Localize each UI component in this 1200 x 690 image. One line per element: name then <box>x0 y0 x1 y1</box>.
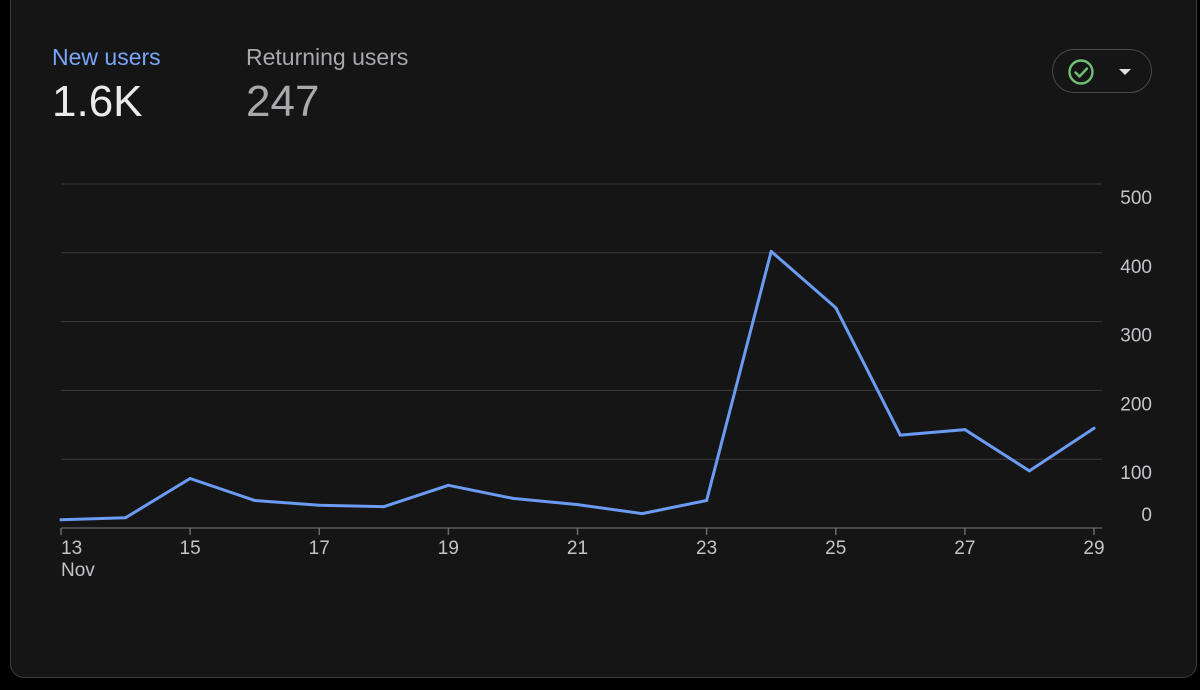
data-point <box>446 483 450 487</box>
data-point <box>59 518 63 522</box>
data-point <box>124 516 128 520</box>
y-tick-label: 200 <box>1120 394 1152 415</box>
series-layer <box>59 249 1096 522</box>
tab-returning-users[interactable]: Returning users 247 <box>246 42 408 128</box>
tab-new-users-value: 1.6K <box>52 77 143 126</box>
x-tick-label: 25 <box>825 538 846 559</box>
data-point <box>1027 469 1031 473</box>
data-point <box>188 476 192 480</box>
data-point <box>511 496 515 500</box>
x-tick-label: 21 <box>567 538 588 559</box>
x-tick-label: 19 <box>438 538 459 559</box>
gridlines <box>61 183 1102 529</box>
data-point <box>834 306 838 310</box>
x-tick-label: 17 <box>309 538 330 559</box>
data-point <box>317 503 321 507</box>
x-tick-label: 13 <box>61 538 82 559</box>
x-month-label: Nov <box>61 560 95 581</box>
series-line-new-users <box>59 249 1096 522</box>
tab-returning-users-label: Returning users <box>246 44 409 70</box>
data-point <box>576 503 579 507</box>
data-point <box>253 498 257 502</box>
check-circle-icon <box>1068 59 1094 85</box>
y-tick-label: 500 <box>1120 188 1152 209</box>
data-point <box>898 433 902 437</box>
x-tick-label: 29 <box>1083 538 1104 559</box>
comparison-dropdown-button[interactable] <box>1052 49 1152 93</box>
data-point <box>382 505 386 509</box>
data-point <box>963 428 967 432</box>
y-tick-label: 400 <box>1120 257 1152 278</box>
y-tick-label: 100 <box>1120 463 1152 484</box>
tab-new-users-label: New users <box>52 44 161 70</box>
x-tick-label: 27 <box>954 538 975 559</box>
y-tick-label: 0 <box>1141 505 1152 526</box>
caret-down-icon <box>1119 69 1131 75</box>
tab-new-users[interactable]: New users 1.6K <box>52 42 161 128</box>
data-point <box>705 498 709 502</box>
y-tick-label: 300 <box>1120 326 1152 347</box>
data-point <box>640 512 644 516</box>
x-tick-label: 23 <box>696 538 717 559</box>
data-point <box>1092 426 1096 430</box>
x-axis-ticks: 13 15 17 19 21 23 25 27 29 Nov <box>60 528 1105 581</box>
tab-returning-users-value: 247 <box>246 77 320 126</box>
y-axis-ticks: 0 100 200 300 400 500 <box>1120 188 1152 526</box>
x-tick-label: 15 <box>180 538 201 559</box>
chart-card <box>10 0 1197 678</box>
data-point <box>769 249 773 253</box>
